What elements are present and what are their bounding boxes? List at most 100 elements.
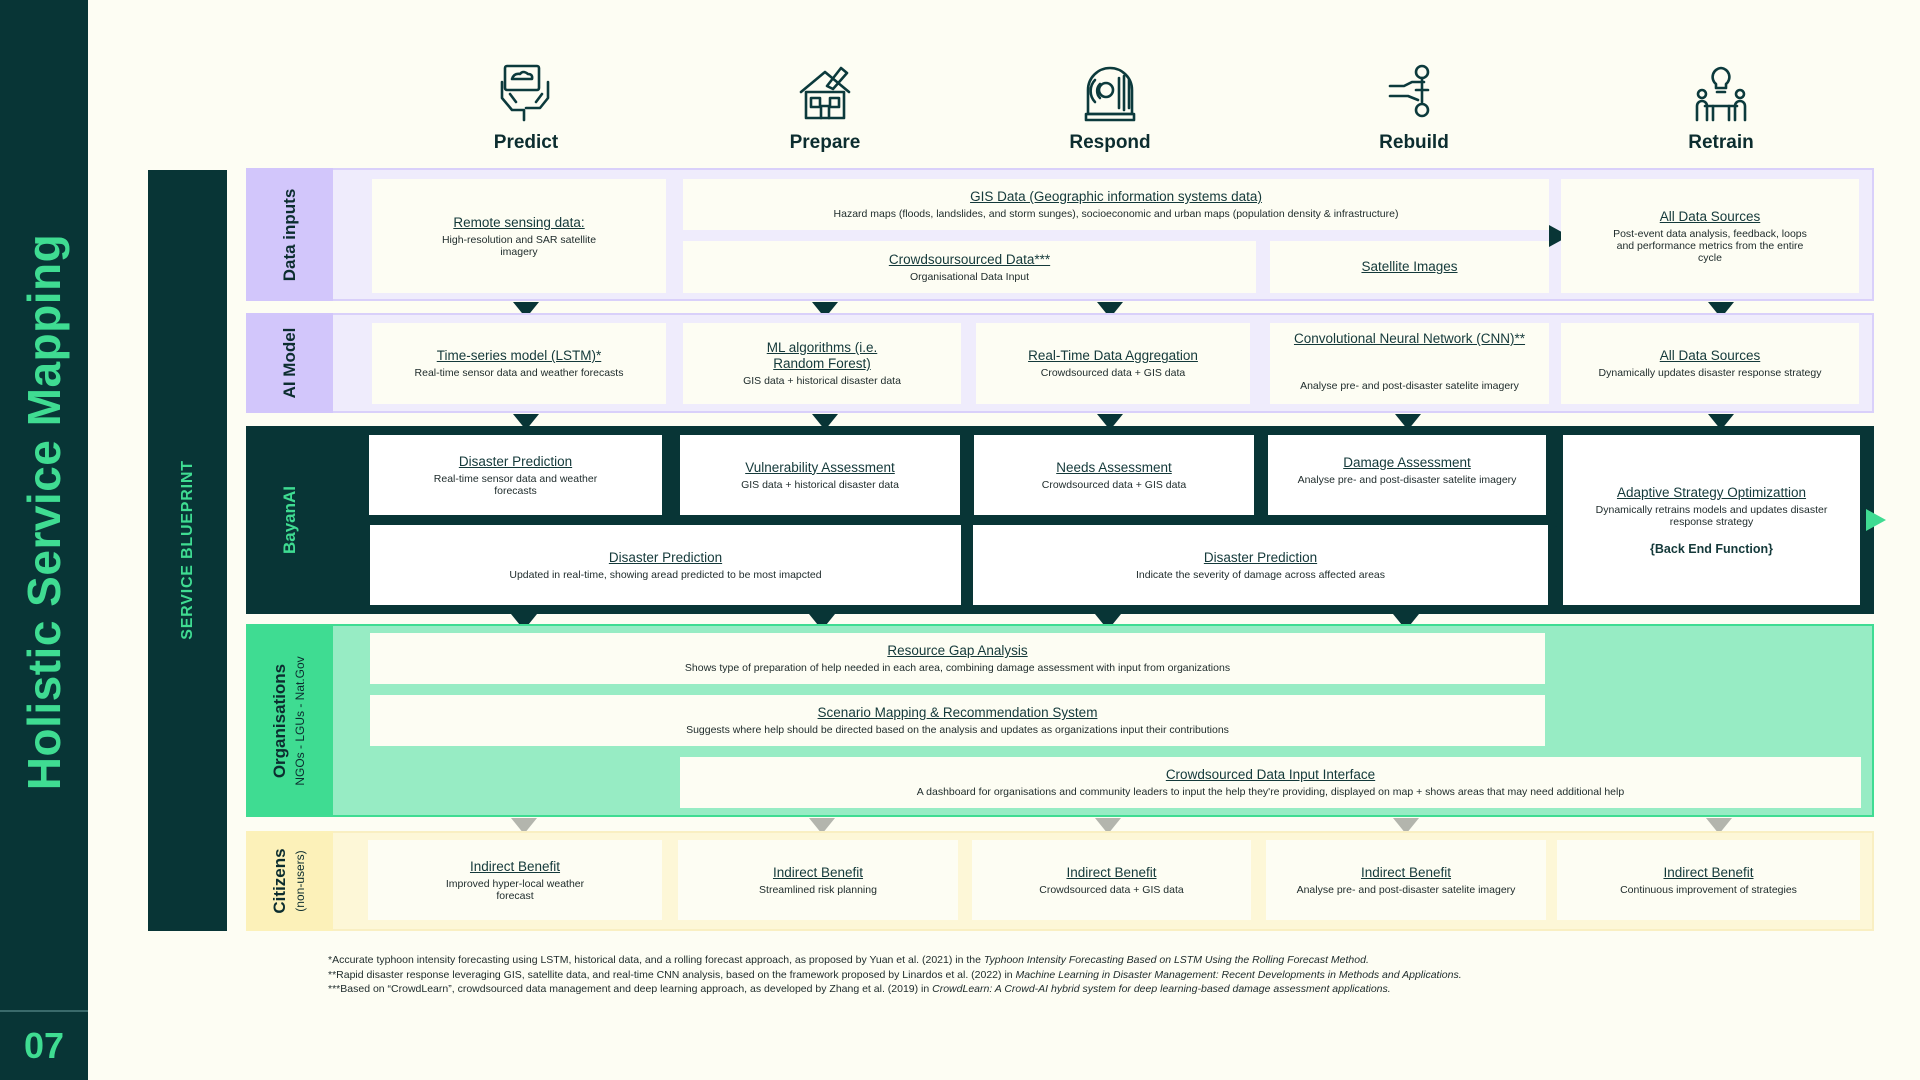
card-title: Crowdsoursourced Data*** [888,251,1051,267]
phase-label: Predict [493,132,559,153]
resource-gap-card: Resource Gap Analysis Shows type of prep… [370,633,1545,684]
bayanai-tab: BayanAI [246,426,333,614]
card-title: Convolutional Neural Network (CNN)** [1293,331,1526,346]
card-subtitle: Crowdsourced data + GIS data [1041,478,1187,491]
card-subtitle: Indicate the severity of damage across a… [1135,568,1386,581]
card-subtitle: Continuous improvement of strategies [1620,883,1797,896]
card-subtitle: Real-time sensor data and weather foreca… [433,472,598,497]
needs-assessment-card: Needs Assessment Crowdsourced data + GIS… [974,435,1254,515]
card-subtitle: A dashboard for organisations and commun… [916,786,1625,798]
card-title: Resource Gap Analysis [887,643,1028,658]
card-title: Vulnerability Assessment [745,459,895,475]
citizens-label: Citizens [269,848,289,914]
citizens-sublabel: (non-users) [292,850,307,912]
card-title: Disaster Prediction [1203,549,1318,565]
damage-assessment-card: Damage Assessment Analyse pre- and post-… [1268,435,1546,515]
organisations-tab: Organisations NGOs - LGUs - Nat.Gov [246,624,333,817]
card-subtitle: Crowdsourced data + GIS data [1040,367,1186,379]
card-title: GIS Data (Geographic information systems… [970,189,1262,204]
card-title: Disaster Prediction [458,453,573,469]
data-inputs-label: Data inputs [279,188,299,281]
card-title: Indirect Benefit [1360,864,1452,880]
card-subtitle: Dynamically retrains models and updates … [1595,503,1828,528]
card-subtitle: GIS data + historical disaster data [743,375,901,387]
phase-rebuild: Rebuild [1334,62,1494,162]
all-data-sources-model-card: All Data Sources Dynamically updates dis… [1561,323,1859,404]
arrow-down-icon [1706,818,1732,834]
card-subtitle: Hazard maps (floods, landslides, and sto… [833,208,1399,220]
disaster-severity-card: Disaster Prediction Indicate the severit… [973,525,1548,605]
arrow-down-icon [1393,818,1419,834]
card-subtitle: Streamlined risk planning [759,883,877,896]
adaptive-strategy-card: Adaptive Strategy Optimizattion Dynamica… [1563,435,1860,605]
scenario-mapping-card: Scenario Mapping & Recommendation System… [370,695,1545,746]
card-title: Crowdsourced Data Input Interface [1165,767,1376,782]
all-data-sources-card: All Data Sources Post-event data analysi… [1561,179,1859,293]
data-inputs-tab: Data inputs [246,168,333,301]
remote-sensing-card: Remote sensing data: High-resolution and… [372,179,666,293]
footnotes: *Accurate typhoon intensity forecasting … [328,953,1768,997]
service-blueprint-label: SERVICE BLUEPRINT [179,460,196,640]
crowdsourced-data-card: Crowdsoursourced Data*** Organisational … [683,241,1256,293]
phase-retrain: Retrain [1641,62,1801,162]
phase-prepare: Prepare [745,62,905,162]
phase-label: Prepare [789,132,861,153]
card-title: Damage Assessment [1343,455,1471,470]
card-subtitle: Organisational Data Input [909,270,1030,283]
card-title: ML algorithms (i.e. Random Forest) [766,340,878,371]
card-title: Scenario Mapping & Recommendation System [817,705,1098,720]
hand-holding-wrench-icon [1388,64,1430,118]
people-lightbulb-icon [1695,66,1747,122]
side-banner [0,0,88,1080]
organisations-sublabel: NGOs - LGUs - Nat.Gov [292,655,307,786]
citizens-label-group: Citizens (non-users) [270,848,310,913]
phase-label: Respond [1069,132,1151,153]
card-subtitle: Updated in real-time, showing aread pred… [509,568,822,581]
back-end-function-label: {Back End Function} [1650,541,1773,556]
phase-predict: Predict [446,62,606,162]
page-number-text: 07 [23,1025,65,1066]
footnote: **Rapid disaster response leveraging GIS… [328,968,1462,981]
organisations-label-group: Organisations NGOs - LGUs - Nat.Gov [270,656,310,785]
card-subtitle: GIS data + historical disaster data [741,478,899,491]
page-title: Holistic Service Mapping [0,0,88,1010]
hands-holding-cloud-icon [500,64,550,122]
card-title: Satellite Images [1361,259,1458,274]
bayanai-label: BayanAI [279,485,299,555]
page-title-text: Holistic Service Mapping [18,233,70,791]
card-title: Needs Assessment [1056,459,1172,475]
citizen-benefit-card: Indirect Benefit Analyse pre- and post-d… [1266,840,1546,920]
card-title: Indirect Benefit [1066,864,1157,880]
citizen-benefit-card: Indirect Benefit Crowdsourced data + GIS… [972,840,1251,920]
citizen-benefit-card: Indirect Benefit Improved hyper-local we… [368,840,662,920]
house-repair-icon [799,66,851,120]
card-title: Indirect Benefit [1663,864,1754,880]
card-title: Disaster Prediction [608,549,723,565]
card-subtitle: Dynamically updates disaster response st… [1598,367,1822,379]
card-title: Adaptive Strategy Optimizattion [1616,484,1807,500]
citizen-benefit-card: Indirect Benefit Continuous improvement … [1557,840,1860,920]
card-subtitle: Crowdsourced data + GIS data [1039,883,1184,896]
arrow-down-icon [809,818,835,834]
card-subtitle: Improved hyper-local weather forecast [445,877,585,902]
organisations-label: Organisations [269,663,289,778]
citizens-tab: Citizens (non-users) [246,831,333,931]
data-aggregation-card: Real-Time Data Aggregation Crowdsourced … [976,323,1250,404]
ml-algorithms-card: ML algorithms (i.e. Random Forest) GIS d… [683,323,961,404]
arrow-right-icon [1866,509,1886,531]
card-title: Real-Time Data Aggregation [1028,348,1198,363]
card-subtitle: Suggests where help should be directed b… [686,724,1229,736]
gis-data-card: GIS Data (Geographic information systems… [683,179,1549,230]
card-title: Indirect Benefit [469,858,561,874]
card-subtitle: Shows type of preparation of help needed… [684,662,1231,674]
card-title: Remote sensing data: [453,214,585,230]
footnote: *Accurate typhoon intensity forecasting … [328,954,1369,966]
disaster-prediction-card: Disaster Prediction Real-time sensor dat… [369,435,662,515]
card-subtitle: Post-event data analysis, feedback, loop… [1613,227,1807,264]
card-title: Indirect Benefit [772,864,864,880]
phase-label: Rebuild [1379,132,1449,153]
card-subtitle: Analyse pre- and post-disaster satelite … [1296,883,1516,896]
card-subtitle: Analyse pre- and post-disaster satelite … [1297,474,1517,486]
vulnerability-assessment-card: Vulnerability Assessment GIS data + hist… [680,435,960,515]
disaster-prediction-map-card: Disaster Prediction Updated in real-time… [370,525,961,605]
